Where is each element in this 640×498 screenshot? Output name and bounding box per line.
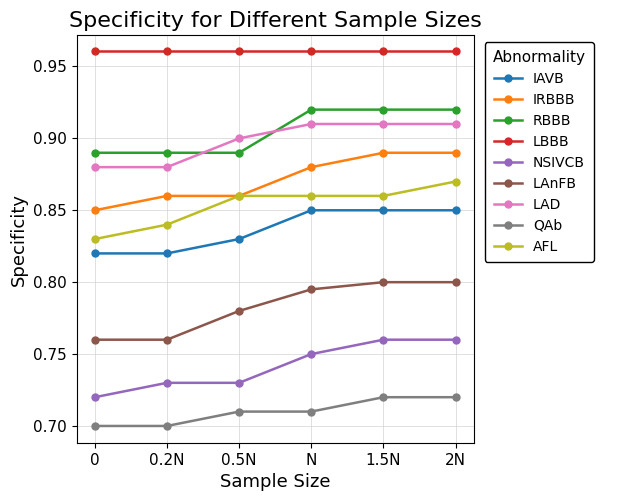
Legend: IAVB, IRBBB, RBBB, LBBB, NSIVCB, LAnFB, LAD, QAb, AFL: IAVB, IRBBB, RBBB, LBBB, NSIVCB, LAnFB, … [484, 42, 594, 262]
AFL [380, 193, 387, 199]
LAD [307, 121, 315, 127]
LAD [452, 121, 460, 127]
RBBB [452, 107, 460, 113]
LAnFB [91, 337, 99, 343]
NSIVCB [307, 351, 315, 357]
QAb [91, 423, 99, 429]
LAnFB [236, 308, 243, 314]
Line: IRBBB: IRBBB [92, 149, 459, 214]
Line: LAD: LAD [92, 121, 459, 171]
IAVB [307, 207, 315, 213]
RBBB [307, 107, 315, 113]
QAb [452, 394, 460, 400]
IAVB [452, 207, 460, 213]
LAnFB [380, 279, 387, 285]
IAVB [380, 207, 387, 213]
QAb [380, 394, 387, 400]
LAD [380, 121, 387, 127]
Line: RBBB: RBBB [92, 106, 459, 156]
Line: LAnFB: LAnFB [92, 279, 459, 343]
LBBB [236, 48, 243, 54]
X-axis label: Sample Size: Sample Size [220, 474, 330, 492]
RBBB [91, 150, 99, 156]
QAb [236, 408, 243, 414]
AFL [452, 179, 460, 185]
Title: Specificity for Different Sample Sizes: Specificity for Different Sample Sizes [68, 10, 482, 30]
Y-axis label: Specificity: Specificity [10, 193, 28, 285]
IAVB [163, 250, 171, 256]
LBBB [307, 48, 315, 54]
Line: IAVB: IAVB [92, 207, 459, 257]
RBBB [163, 150, 171, 156]
Line: NSIVCB: NSIVCB [92, 336, 459, 401]
IRBBB [307, 164, 315, 170]
AFL [163, 222, 171, 228]
QAb [163, 423, 171, 429]
Line: AFL: AFL [92, 178, 459, 243]
NSIVCB [236, 380, 243, 386]
LAnFB [163, 337, 171, 343]
Line: LBBB: LBBB [92, 47, 459, 54]
AFL [91, 236, 99, 242]
Line: QAb: QAb [92, 394, 459, 429]
IRBBB [236, 193, 243, 199]
RBBB [380, 107, 387, 113]
LBBB [452, 48, 460, 54]
LAD [163, 164, 171, 170]
NSIVCB [163, 380, 171, 386]
IRBBB [452, 150, 460, 156]
LAD [236, 135, 243, 141]
IRBBB [380, 150, 387, 156]
IAVB [91, 250, 99, 256]
RBBB [236, 150, 243, 156]
NSIVCB [380, 337, 387, 343]
IAVB [236, 236, 243, 242]
LBBB [91, 48, 99, 54]
LBBB [163, 48, 171, 54]
IRBBB [91, 207, 99, 213]
LAD [91, 164, 99, 170]
AFL [236, 193, 243, 199]
LBBB [380, 48, 387, 54]
IRBBB [163, 193, 171, 199]
LAnFB [452, 279, 460, 285]
NSIVCB [91, 394, 99, 400]
NSIVCB [452, 337, 460, 343]
LAnFB [307, 286, 315, 292]
QAb [307, 408, 315, 414]
AFL [307, 193, 315, 199]
